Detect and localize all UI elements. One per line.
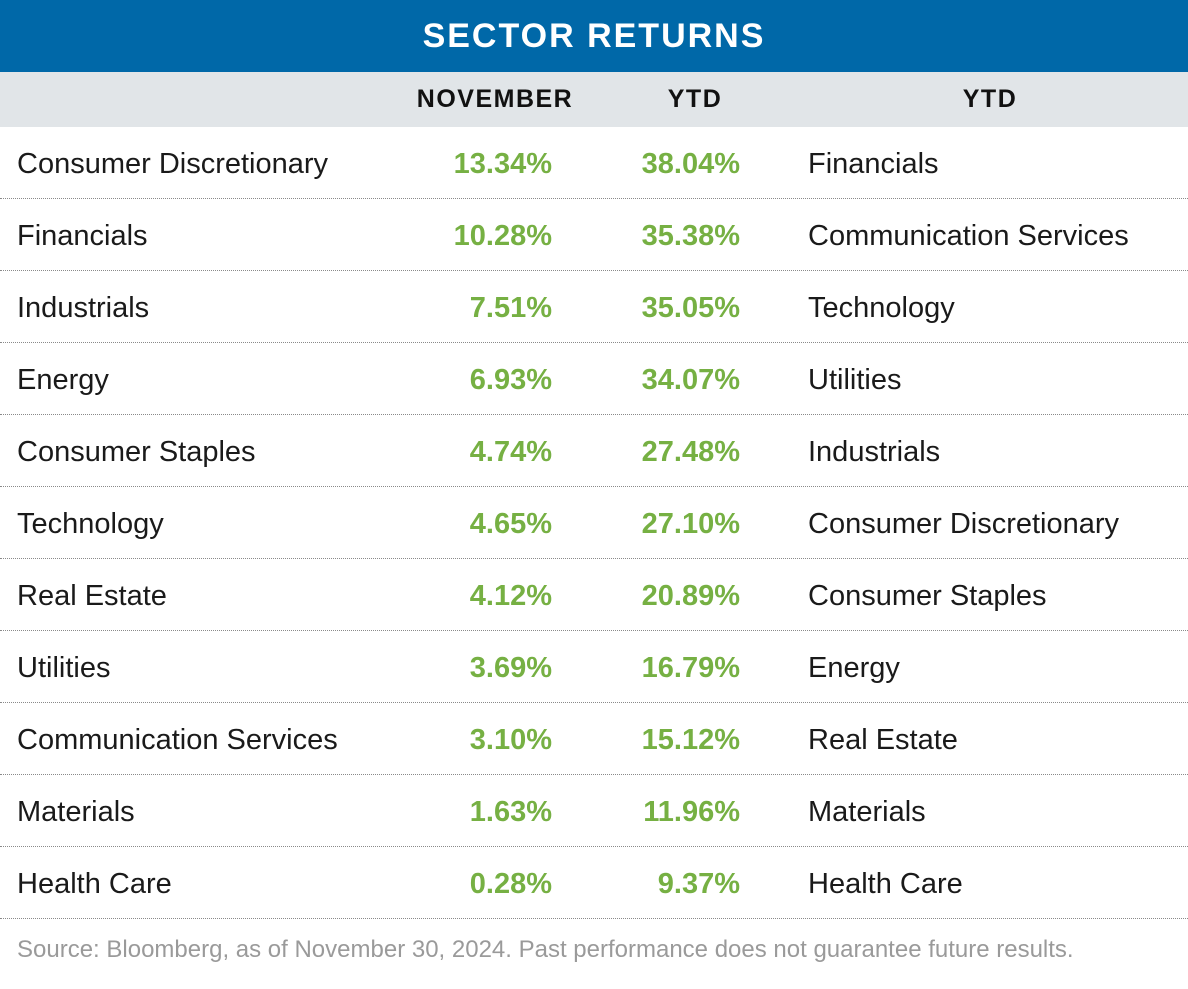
- november-return: 13.34%: [453, 148, 552, 180]
- ytd-ranked-sector-name: Health Care: [808, 868, 963, 900]
- november-return: 3.69%: [469, 652, 552, 684]
- header-ytd: YTD: [667, 85, 723, 113]
- ytd-return: 15.12%: [641, 724, 740, 756]
- november-return: 4.65%: [469, 508, 552, 540]
- table-row: Real Estate 4.12% 20.89% Consumer Staples: [0, 559, 1188, 631]
- table-row: Materials 1.63% 11.96% Materials: [0, 775, 1188, 847]
- table-title-bar: SECTOR RETURNS: [0, 0, 1188, 72]
- sector-name: Consumer Staples: [17, 436, 256, 468]
- november-return: 1.63%: [469, 796, 552, 828]
- november-return: 6.93%: [469, 364, 552, 396]
- sector-name: Health Care: [17, 868, 172, 900]
- sector-name: Industrials: [17, 292, 150, 324]
- table-row: Communication Services 3.10% 15.12% Real Es…: [0, 703, 1188, 775]
- ytd-return: 27.48%: [641, 436, 740, 468]
- ytd-ranked-sector-name: Communication Services: [808, 220, 1129, 252]
- november-return: 0.28%: [469, 868, 552, 900]
- sector-name: Technology: [17, 508, 164, 540]
- ytd-ranked-sector-name: Technology: [808, 292, 955, 324]
- ytd-return: 35.38%: [641, 220, 740, 252]
- ytd-ranked-sector-name: Consumer Staples: [808, 580, 1047, 612]
- ytd-return: 35.05%: [641, 292, 740, 324]
- sector-name: Consumer Discretionary: [17, 148, 329, 180]
- ytd-ranked-sector-name: Consumer Discretionary: [808, 508, 1120, 540]
- table-row: Utilities 3.69% 16.79% Energy: [0, 631, 1188, 703]
- ytd-ranked-sector-name: Materials: [808, 796, 926, 828]
- table-body: Consumer Discretionary 13.34% 38.04% Financ…: [0, 127, 1188, 919]
- ytd-ranked-sector-name: Real Estate: [808, 724, 958, 756]
- table-title: SECTOR RETURNS: [422, 16, 766, 55]
- table-row: Financials 10.28% 35.38% Communication Serv…: [0, 199, 1188, 271]
- november-return: 4.74%: [469, 436, 552, 468]
- sector-name: Energy: [17, 364, 109, 396]
- table-row: Energy 6.93% 34.07% Utilities: [0, 343, 1188, 415]
- header-ytd-ranked: YTD: [962, 85, 1018, 113]
- ytd-return: 16.79%: [641, 652, 740, 684]
- ytd-return: 34.07%: [641, 364, 740, 396]
- table-row: Consumer Discretionary 13.34% 38.04% Financ…: [0, 127, 1188, 199]
- ytd-return: 38.04%: [641, 148, 740, 180]
- ytd-return: 20.89%: [641, 580, 740, 612]
- november-return: 10.28%: [453, 220, 552, 252]
- sector-name: Real Estate: [17, 580, 167, 612]
- ytd-ranked-sector-name: Utilities: [808, 364, 902, 396]
- sector-name: Materials: [17, 796, 135, 828]
- ytd-return: 11.96%: [643, 796, 740, 828]
- header-november: NOVEMBER: [416, 85, 574, 113]
- table-row: Health Care 0.28% 9.37% Health Care: [0, 847, 1188, 919]
- column-header-row: NOVEMBER YTD YTD: [0, 72, 1188, 127]
- sector-name: Communication Services: [17, 724, 338, 756]
- november-return: 4.12%: [469, 580, 552, 612]
- ytd-ranked-sector-name: Energy: [808, 652, 900, 684]
- sector-name: Financials: [17, 220, 148, 252]
- ytd-ranked-sector-name: Financials: [808, 148, 939, 180]
- table-row: Industrials 7.51% 35.05% Technology: [0, 271, 1188, 343]
- ytd-ranked-sector-name: Industrials: [808, 436, 941, 468]
- sector-name: Utilities: [17, 652, 111, 684]
- ytd-return: 27.10%: [641, 508, 740, 540]
- ytd-return: 9.37%: [657, 868, 740, 900]
- november-return: 7.51%: [469, 292, 552, 324]
- source-note: Source: Bloomberg, as of November 30, 20…: [17, 936, 1074, 963]
- november-return: 3.10%: [469, 724, 552, 756]
- table-row: Technology 4.65% 27.10% Consumer Discretion…: [0, 487, 1188, 559]
- table-row: Consumer Staples 4.74% 27.48% Industrials: [0, 415, 1188, 487]
